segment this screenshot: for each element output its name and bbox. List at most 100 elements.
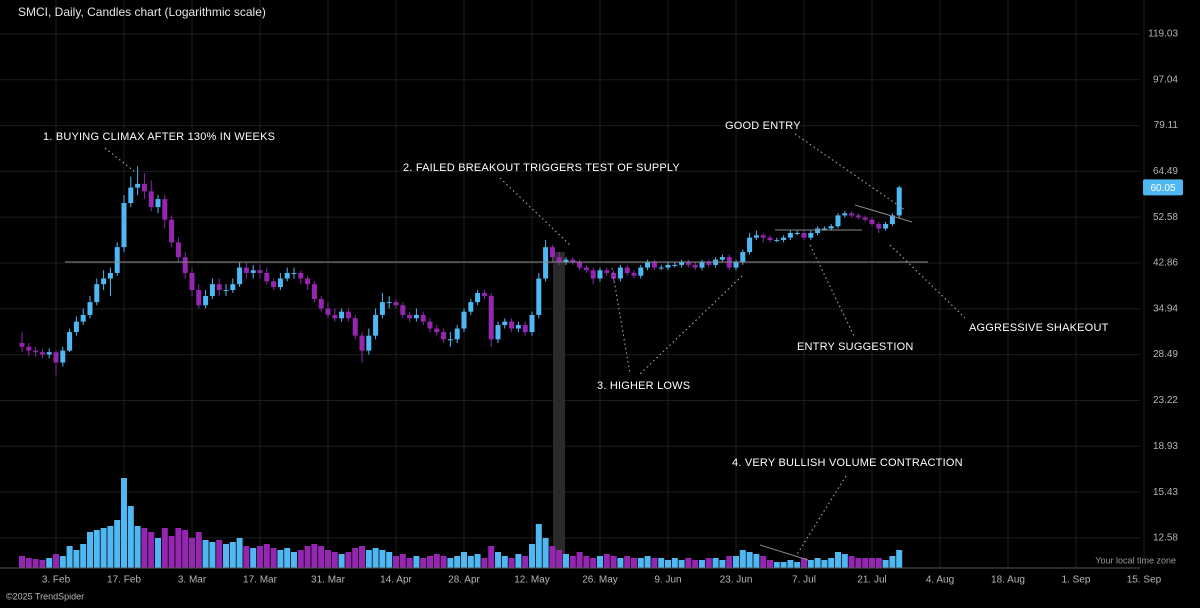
candle-body xyxy=(189,272,195,291)
volume-bar xyxy=(338,554,345,568)
x-tick-label: 23. Jun xyxy=(720,575,753,586)
x-tick-label: 3. Mar xyxy=(178,575,207,586)
volume-bar xyxy=(882,560,889,568)
volume-bar xyxy=(692,560,699,568)
volume-bar xyxy=(848,556,855,568)
candle-body xyxy=(774,239,780,241)
candle-body xyxy=(148,191,154,208)
volume-bar xyxy=(168,536,175,568)
candle-body xyxy=(706,262,712,265)
volume-bar xyxy=(869,558,875,568)
candle-body xyxy=(658,267,664,269)
candle-body xyxy=(216,284,222,291)
volume-bar xyxy=(263,544,270,568)
candle-body xyxy=(162,199,168,220)
candle-body xyxy=(855,215,861,218)
candle-body xyxy=(481,292,487,296)
candle-body xyxy=(781,237,787,240)
volume-bar xyxy=(440,556,447,568)
candles xyxy=(19,166,902,376)
volume-bar xyxy=(644,556,651,568)
volume-bar xyxy=(277,550,284,568)
candle-body xyxy=(114,247,120,273)
candle-body xyxy=(345,311,351,319)
y-tick-label: 97.04 xyxy=(1153,74,1178,85)
candle-body xyxy=(339,311,345,319)
volume-bar xyxy=(631,558,637,568)
candle-body xyxy=(264,272,270,282)
volume-bar xyxy=(257,546,263,568)
candle-body xyxy=(570,259,576,263)
candle-body xyxy=(624,267,630,273)
candle-body xyxy=(461,311,467,329)
x-tick-label: 12. May xyxy=(514,575,550,586)
candle-body xyxy=(175,242,181,258)
volume-bar xyxy=(19,556,25,568)
volume-bar xyxy=(134,526,141,568)
candle-body xyxy=(835,215,841,227)
candle-body xyxy=(604,270,610,273)
volume-bar xyxy=(603,554,610,568)
candle-body xyxy=(842,213,848,216)
candle-body xyxy=(767,237,773,240)
volume-bar xyxy=(386,552,393,568)
candle-body xyxy=(141,183,147,192)
highlight-band xyxy=(553,252,565,568)
candle-body xyxy=(101,278,107,285)
volume-bar xyxy=(66,546,73,568)
volume-bar xyxy=(229,542,236,568)
volume-bar xyxy=(413,556,420,568)
volume-bar xyxy=(719,560,726,568)
y-tick-label: 34.94 xyxy=(1153,303,1178,314)
annotation: 2. FAILED BREAKOUT TRIGGERS TEST OF SUPP… xyxy=(403,162,680,174)
candle-body xyxy=(733,262,739,268)
y-tick-label: 52.58 xyxy=(1153,212,1178,223)
candle-body xyxy=(39,352,45,355)
volume-bar xyxy=(746,552,753,568)
volume-bar xyxy=(760,556,767,568)
volume-bar xyxy=(501,556,508,568)
candle-body xyxy=(889,215,895,225)
timezone-note: Your local time zone xyxy=(1095,555,1176,565)
volume-bar xyxy=(331,552,338,568)
candle-body xyxy=(488,295,494,340)
trend-line xyxy=(854,204,913,223)
volume-bar xyxy=(665,560,671,568)
candle-body xyxy=(73,321,79,333)
candle-body xyxy=(19,343,25,347)
candle-body xyxy=(407,314,413,319)
volume-trend-line xyxy=(759,544,809,561)
volume-bar xyxy=(100,528,107,568)
volume-bar xyxy=(671,558,678,568)
candle-body xyxy=(318,299,324,309)
y-tick-label: 23.22 xyxy=(1153,395,1178,406)
volume-bar xyxy=(794,562,801,568)
candle-body xyxy=(549,247,555,258)
volume-bar xyxy=(515,554,522,568)
x-tick-label: 18. Aug xyxy=(991,575,1025,586)
candle-body xyxy=(590,270,596,279)
x-tick-label: 28. Apr xyxy=(448,575,480,586)
volume-bar xyxy=(590,558,597,568)
volume-bar xyxy=(651,558,658,568)
candle-body xyxy=(80,314,86,322)
candle-body xyxy=(495,325,501,340)
volume-bar xyxy=(148,532,155,568)
volume-bar xyxy=(209,542,216,568)
candle-body xyxy=(869,219,875,225)
candle-body xyxy=(434,328,440,333)
volume-bar xyxy=(556,550,563,568)
candle-body xyxy=(638,267,644,276)
volume-bar xyxy=(39,560,46,568)
volume-bar xyxy=(739,550,746,568)
candle-body xyxy=(740,252,746,263)
volume-bar xyxy=(406,558,413,568)
volume-bar xyxy=(155,538,161,568)
volume-bar xyxy=(658,558,665,568)
pointer xyxy=(611,267,743,375)
volume-bar xyxy=(195,532,202,568)
volume-bar xyxy=(318,546,325,568)
candle-body xyxy=(155,199,161,208)
candle-body xyxy=(862,217,868,220)
volume-bar xyxy=(202,540,209,568)
